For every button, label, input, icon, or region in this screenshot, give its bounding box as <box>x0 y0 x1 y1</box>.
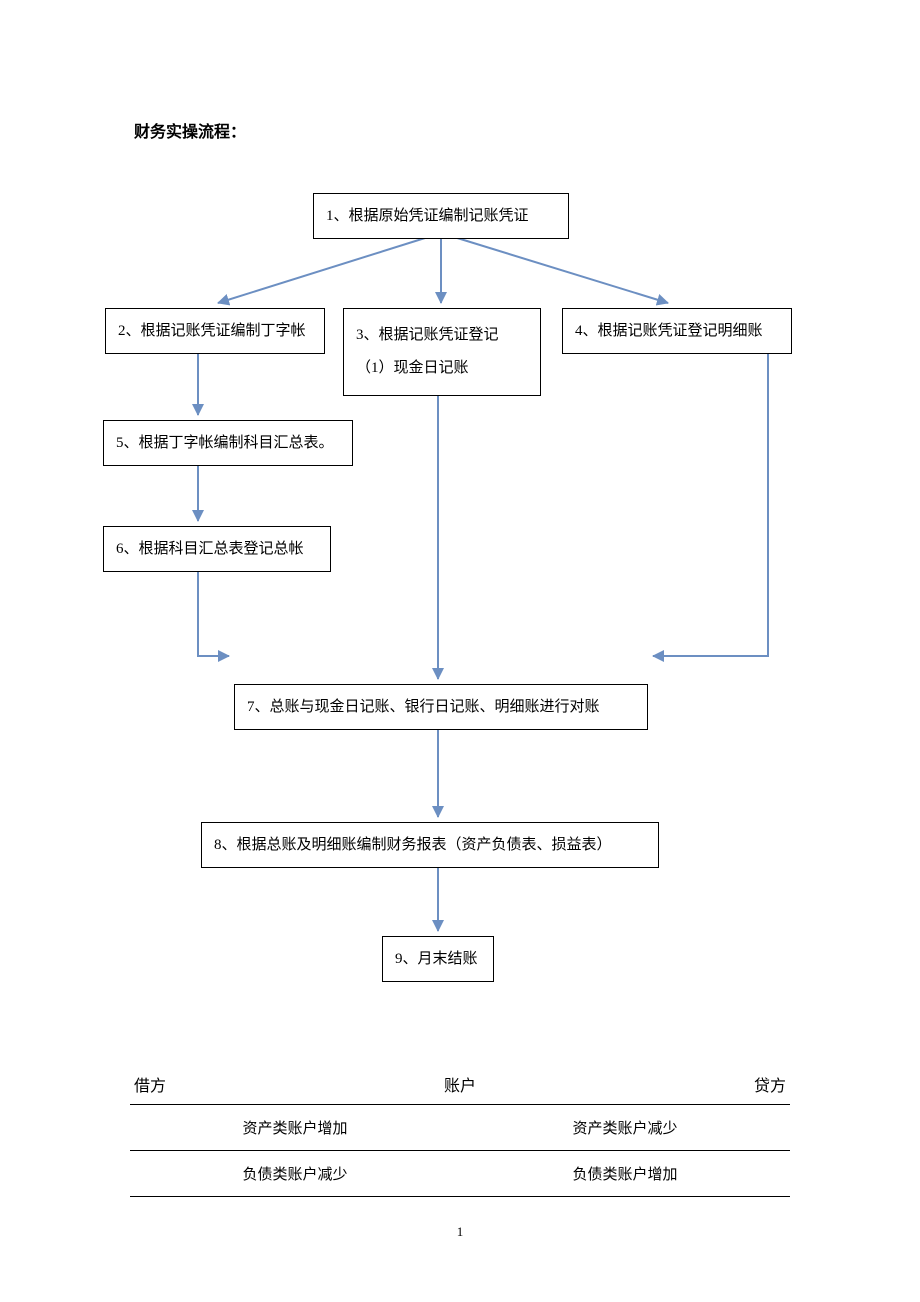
header-credit: 贷方 <box>569 1072 786 1096</box>
header-debit: 借方 <box>134 1072 351 1096</box>
cell-debit: 负债类账户减少 <box>130 1151 460 1196</box>
page-number: 1 <box>0 1224 920 1240</box>
flowchart-edge <box>198 566 229 656</box>
flowchart-node-n8: 8、根据总账及明细账编制财务报表（资产负债表、损益表） <box>201 822 659 868</box>
flowchart-edge <box>218 233 441 303</box>
node-text-line2: （1）现金日记账 <box>356 352 528 385</box>
flowchart-node-n4: 4、根据记账凭证登记明细账 <box>562 308 792 354</box>
account-table: 借方 账户 贷方 资产类账户增加 资产类账户减少 负债类账户减少 负债类账户增加 <box>130 1072 790 1197</box>
node-text-line1: 3、根据记账凭证登记 <box>356 319 528 352</box>
flowchart-node-n1: 1、根据原始凭证编制记账凭证 <box>313 193 569 239</box>
flowchart-node-n3: 3、根据记账凭证登记（1）现金日记账 <box>343 308 541 396</box>
table-row: 资产类账户增加 资产类账户减少 <box>130 1105 790 1151</box>
flowchart-node-n6: 6、根据科目汇总表登记总帐 <box>103 526 331 572</box>
flowchart-edge <box>441 233 668 303</box>
table-body: 资产类账户增加 资产类账户减少 负债类账户减少 负债类账户增加 <box>130 1104 790 1197</box>
flowchart-node-n7: 7、总账与现金日记账、银行日记账、明细账进行对账 <box>234 684 648 730</box>
flowchart-node-n5: 5、根据丁字帐编制科目汇总表。 <box>103 420 353 466</box>
cell-credit: 负债类账户增加 <box>460 1151 790 1196</box>
flowchart-node-n2: 2、根据记账凭证编制丁字帐 <box>105 308 325 354</box>
cell-credit: 资产类账户减少 <box>460 1105 790 1150</box>
table-header: 借方 账户 贷方 <box>130 1072 790 1104</box>
cell-debit: 资产类账户增加 <box>130 1105 460 1150</box>
header-account: 账户 <box>351 1072 568 1096</box>
flowchart-edge <box>653 348 768 656</box>
flowchart-node-n9: 9、月末结账 <box>382 936 494 982</box>
table-row: 负债类账户减少 负债类账户增加 <box>130 1151 790 1197</box>
